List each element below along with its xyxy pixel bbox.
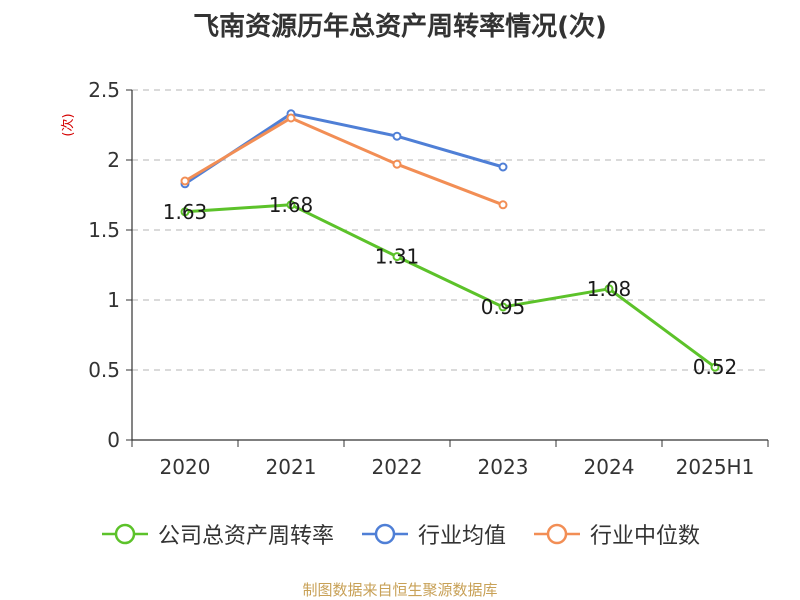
x-tick-label: 2020 bbox=[160, 455, 211, 479]
legend-label: 行业中位数 bbox=[590, 524, 701, 549]
series-point-0 bbox=[710, 362, 720, 372]
y-tick-label: 2 bbox=[107, 148, 120, 172]
y-tick-label: 0 bbox=[107, 428, 120, 452]
series-point-2 bbox=[180, 176, 190, 186]
y-tick-label: 2.5 bbox=[88, 78, 120, 102]
data-label: 1.31 bbox=[375, 245, 420, 269]
legend-item[interactable]: 行业均值 bbox=[360, 518, 506, 550]
legend-item[interactable]: 公司总资产周转率 bbox=[100, 518, 334, 550]
legend-marker-icon bbox=[534, 523, 580, 545]
series-point-2 bbox=[392, 159, 402, 169]
series-line-2 bbox=[184, 116, 504, 207]
x-tick-label: 2021 bbox=[266, 455, 317, 479]
x-tick-label: 2024 bbox=[584, 455, 635, 479]
y-tick-label: 1.5 bbox=[88, 218, 120, 242]
series-point-1 bbox=[498, 162, 508, 172]
y-axis-label: (次) bbox=[60, 113, 76, 136]
data-label: 1.68 bbox=[269, 193, 314, 217]
chart-title: 飞南资源历年总资产周转率情况(次) bbox=[193, 12, 607, 42]
series-point-0 bbox=[286, 200, 296, 210]
data-label: 1.63 bbox=[163, 200, 208, 224]
source-note: 制图数据来自恒生聚源数据库 bbox=[302, 581, 498, 599]
legend-label: 公司总资产周转率 bbox=[157, 524, 334, 549]
series-point-1 bbox=[392, 131, 402, 141]
data-label: 1.08 bbox=[587, 277, 632, 301]
series-point-0 bbox=[604, 284, 614, 294]
series-layer bbox=[180, 109, 720, 372]
legend-item[interactable]: 行业中位数 bbox=[532, 518, 700, 550]
series-point-2 bbox=[286, 113, 296, 123]
legend-label: 行业均值 bbox=[417, 524, 506, 549]
series-point-2 bbox=[498, 200, 508, 210]
legend: 公司总资产周转率 行业均值 行业中位数 bbox=[0, 518, 800, 550]
axes: 0 0.5 1 1.5 2 2.5 2020 2021 2022 2023 2024 2025H1 bbox=[88, 78, 769, 479]
legend-marker-icon bbox=[101, 523, 148, 545]
series-point-0 bbox=[392, 252, 402, 262]
series-line-1 bbox=[184, 112, 504, 186]
data-labels: 1.63 1.68 1.31 0.95 1.08 0.52 bbox=[163, 193, 738, 379]
y-tick-label: 1 bbox=[107, 288, 120, 312]
series-point-0 bbox=[180, 207, 190, 217]
gridlines bbox=[132, 89, 768, 371]
y-tick-label: 0.5 bbox=[88, 358, 120, 382]
x-tick-label: 2023 bbox=[478, 455, 529, 479]
x-tick-label: 2025H1 bbox=[676, 455, 755, 479]
data-label: 0.95 bbox=[481, 295, 526, 319]
legend-marker-icon bbox=[361, 523, 408, 545]
x-tick-label: 2022 bbox=[372, 455, 423, 479]
series-line-0 bbox=[184, 203, 716, 369]
data-label: 0.52 bbox=[693, 355, 738, 379]
series-point-0 bbox=[498, 302, 508, 312]
